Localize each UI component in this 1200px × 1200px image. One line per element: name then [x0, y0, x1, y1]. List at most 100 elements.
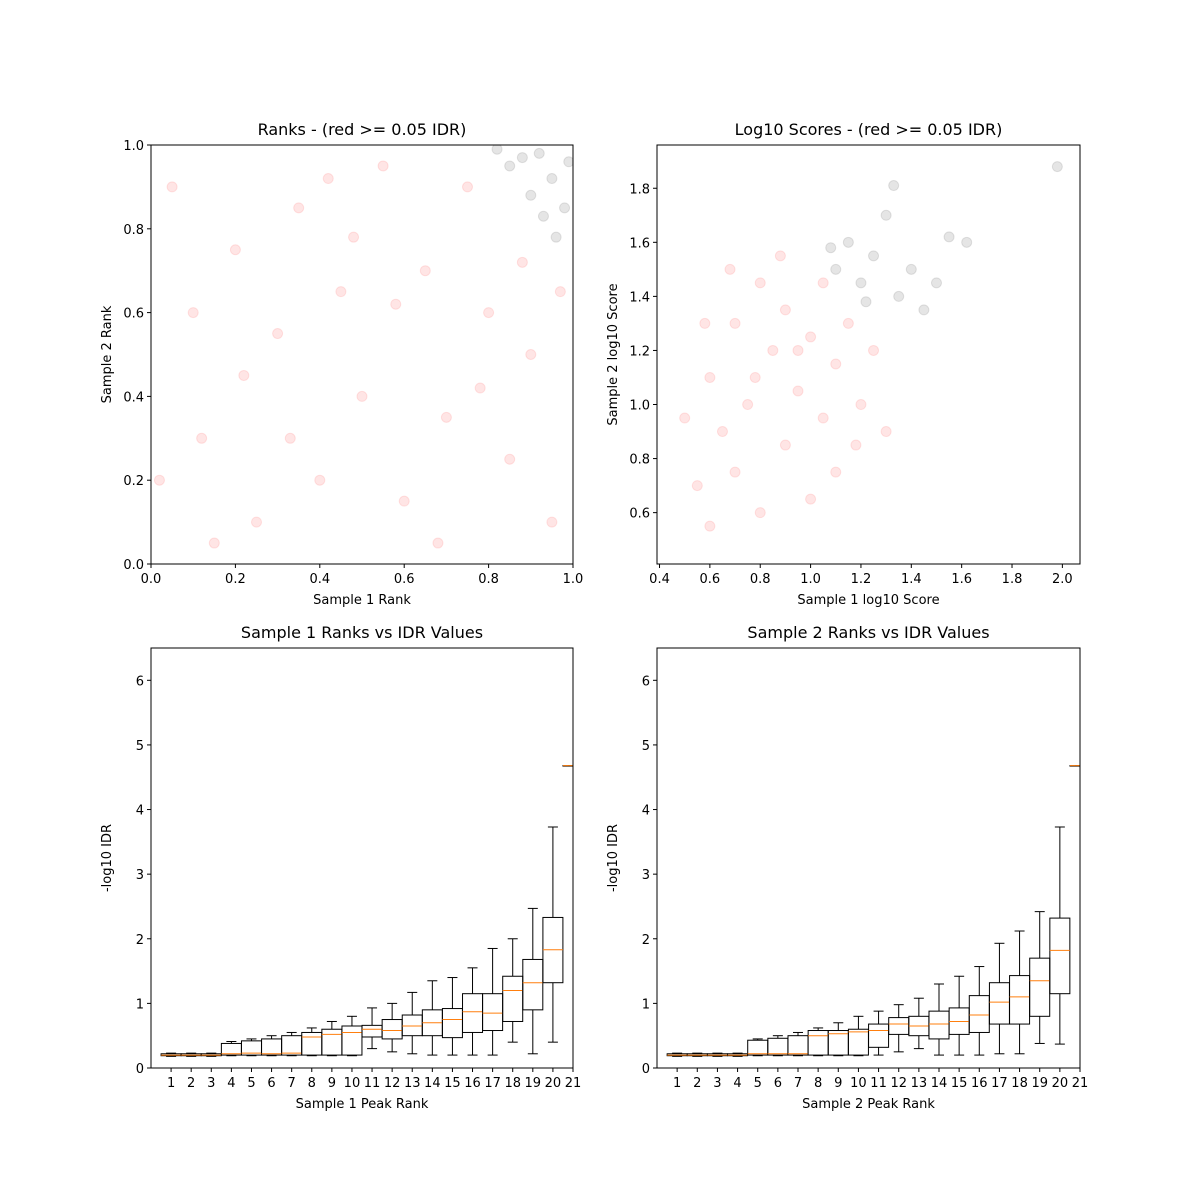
point — [533, 147, 545, 159]
point — [314, 474, 326, 486]
point — [563, 156, 573, 168]
x-tick-label: 12 — [890, 1076, 907, 1091]
point — [868, 344, 880, 356]
point — [516, 256, 528, 268]
y-tick-label: 1 — [642, 997, 650, 1012]
point — [830, 358, 842, 370]
axes-frame — [656, 647, 1081, 1069]
point — [474, 382, 486, 394]
x-tick-label: 9 — [328, 1076, 336, 1091]
point — [825, 242, 837, 254]
point — [238, 369, 250, 381]
y-tick-label: 6 — [642, 674, 650, 689]
y-tick-label: 2 — [136, 933, 144, 948]
x-tick-label: 5 — [754, 1076, 762, 1091]
point — [792, 344, 804, 356]
y-tick-label: 6 — [136, 674, 144, 689]
point — [208, 537, 220, 549]
x-tick-label: 2.0 — [1052, 572, 1073, 587]
point — [550, 231, 562, 243]
x-tick-label: 20 — [1052, 1076, 1069, 1091]
x-tick-label: 5 — [247, 1076, 255, 1091]
y-tick-label: 1.8 — [629, 182, 650, 197]
x-axis-label: Sample 1 Rank — [313, 593, 411, 608]
point — [229, 244, 241, 256]
point — [525, 349, 537, 360]
point — [754, 507, 766, 519]
point — [729, 466, 741, 478]
box — [261, 1038, 283, 1056]
x-tick-label: 14 — [931, 1076, 948, 1091]
x-tick-label: 1.6 — [951, 572, 972, 587]
x-tick-label: 0.6 — [700, 572, 721, 587]
point — [322, 173, 334, 185]
point — [546, 516, 558, 528]
x-tick-label: 0.8 — [750, 572, 771, 587]
point — [559, 202, 571, 214]
point — [817, 277, 829, 289]
x-axis-label: Sample 1 log10 Score — [797, 593, 939, 608]
plot-area — [666, 765, 1080, 1057]
y-tick-label: 5 — [642, 739, 650, 754]
x-tick-label: 21 — [565, 1076, 582, 1091]
axes-frame — [656, 144, 1081, 565]
box — [988, 982, 1010, 1025]
box — [1029, 957, 1051, 1017]
point — [779, 304, 791, 316]
x-tick-label: 12 — [384, 1076, 401, 1091]
box — [341, 1025, 363, 1056]
point — [817, 412, 829, 424]
point — [546, 173, 558, 185]
box — [381, 1019, 403, 1040]
point — [754, 277, 766, 289]
point — [842, 236, 854, 248]
point — [893, 290, 905, 302]
x-tick-label: 7 — [288, 1076, 296, 1091]
point — [525, 189, 537, 201]
box — [847, 1028, 869, 1056]
point — [398, 495, 410, 507]
y-axis-label: Sample 2 log10 Score — [606, 283, 621, 425]
box — [502, 975, 524, 1022]
box — [767, 1037, 789, 1056]
point — [918, 304, 930, 316]
point — [961, 236, 973, 248]
x-tick-label: 0.8 — [478, 572, 499, 587]
x-tick-label: 4 — [733, 1076, 741, 1091]
point — [930, 277, 942, 289]
point — [432, 537, 444, 549]
x-tick-label: 14 — [424, 1076, 441, 1091]
x-tick-label: 7 — [794, 1076, 802, 1091]
y-tick-label: 0.6 — [629, 507, 650, 522]
point — [830, 466, 842, 478]
x-tick-label: 19 — [1031, 1076, 1048, 1091]
y-tick-label: 1.2 — [629, 344, 650, 359]
point — [855, 277, 867, 289]
y-axis-label: -log10 IDR — [100, 824, 115, 892]
point — [196, 432, 208, 444]
y-tick-label: 4 — [136, 804, 144, 819]
box — [747, 1039, 769, 1056]
point — [742, 399, 754, 411]
point — [774, 250, 786, 262]
x-tick-label: 13 — [911, 1076, 928, 1091]
point — [716, 426, 728, 438]
point — [767, 344, 779, 356]
x-tick-label: 10 — [850, 1076, 867, 1091]
point — [888, 180, 900, 192]
point — [704, 520, 716, 532]
point — [440, 411, 452, 423]
point — [880, 209, 892, 221]
point — [356, 390, 368, 402]
point — [390, 298, 402, 310]
x-tick-label: 8 — [814, 1076, 822, 1091]
y-axis-label: Sample 2 Rank — [100, 305, 115, 403]
x-tick-label: 6 — [774, 1076, 782, 1091]
box — [807, 1030, 829, 1056]
point — [335, 286, 347, 298]
point — [462, 181, 473, 193]
x-tick-label: 11 — [364, 1076, 381, 1091]
x-tick-label: 15 — [444, 1076, 461, 1091]
point — [850, 439, 862, 451]
y-tick-label: 0.8 — [123, 223, 144, 238]
